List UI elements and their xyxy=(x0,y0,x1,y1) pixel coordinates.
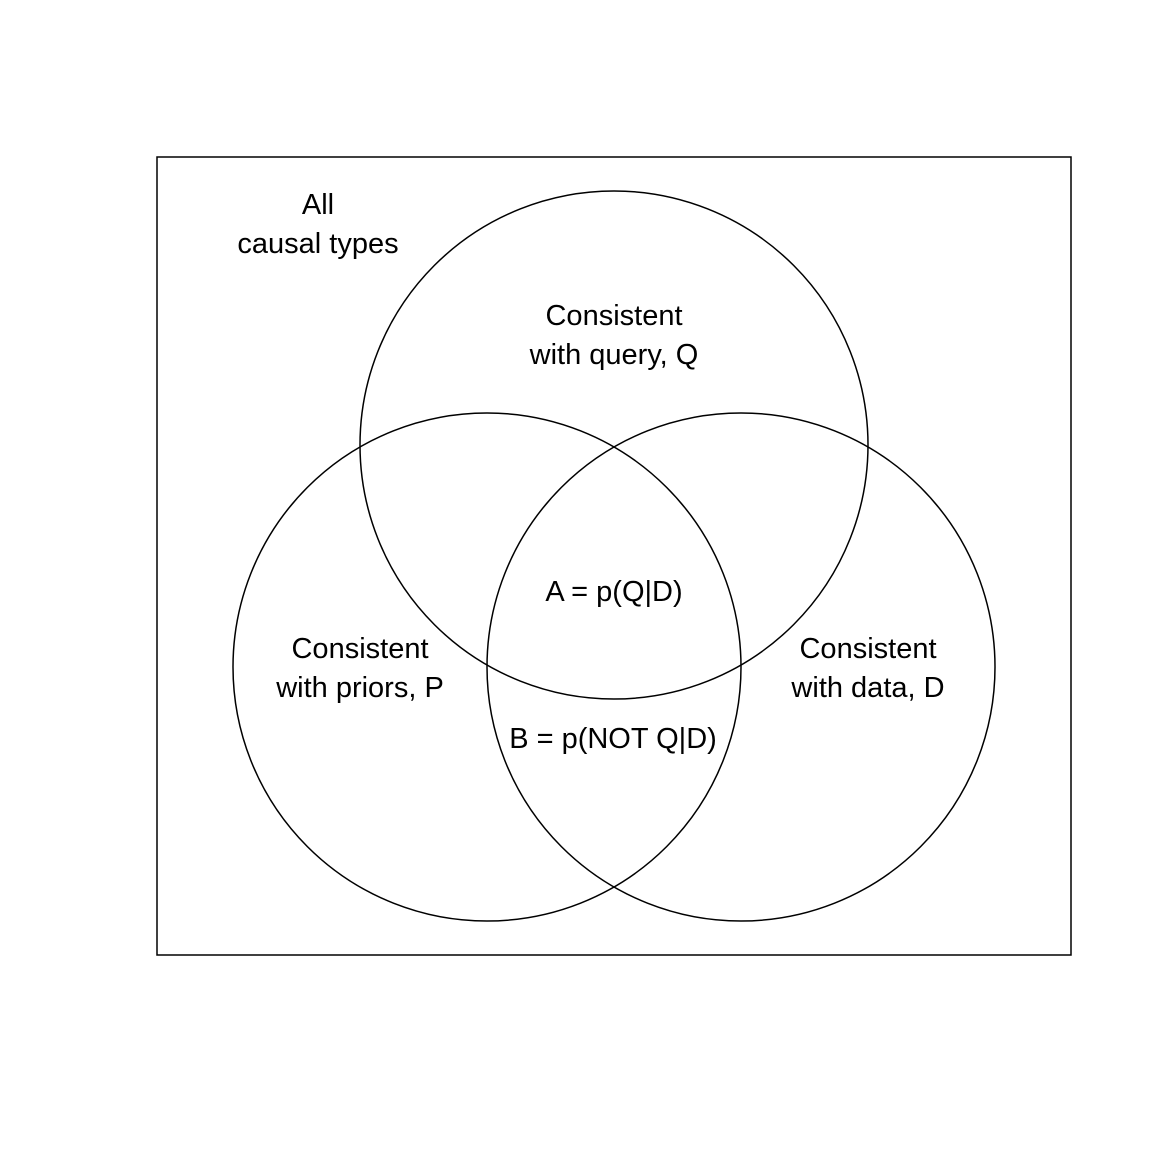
query-set-label-line-1: Consistent xyxy=(545,300,683,332)
data-set-label-line-2: with data, D xyxy=(791,672,945,704)
query-set-label-line-2: with query, Q xyxy=(529,339,699,371)
priors-set-label-line-2: with priors, P xyxy=(276,672,444,704)
universe-label-line-1: All xyxy=(301,189,335,221)
region-b-label: B = p(NOT Q|D) xyxy=(509,720,717,759)
region-b-text: B = p(NOT Q|D) xyxy=(509,723,717,755)
universe-label-line-2: causal types xyxy=(237,228,399,260)
priors-circle xyxy=(232,412,742,922)
priors-set-label-line-1: Consistent xyxy=(291,633,429,665)
priors-set-label: Consistent with priors, P xyxy=(276,630,444,708)
universe-label: All causal types xyxy=(237,186,398,264)
query-circle xyxy=(359,190,869,700)
region-a-label: A = p(Q|D) xyxy=(545,573,682,612)
query-set-label: Consistent with query, Q xyxy=(530,297,699,375)
region-a-text: A = p(Q|D) xyxy=(545,576,683,608)
data-set-label-line-1: Consistent xyxy=(799,633,937,665)
data-set-label: Consistent with data, D xyxy=(791,630,944,708)
universe-box xyxy=(156,156,1072,956)
data-circle xyxy=(486,412,996,922)
